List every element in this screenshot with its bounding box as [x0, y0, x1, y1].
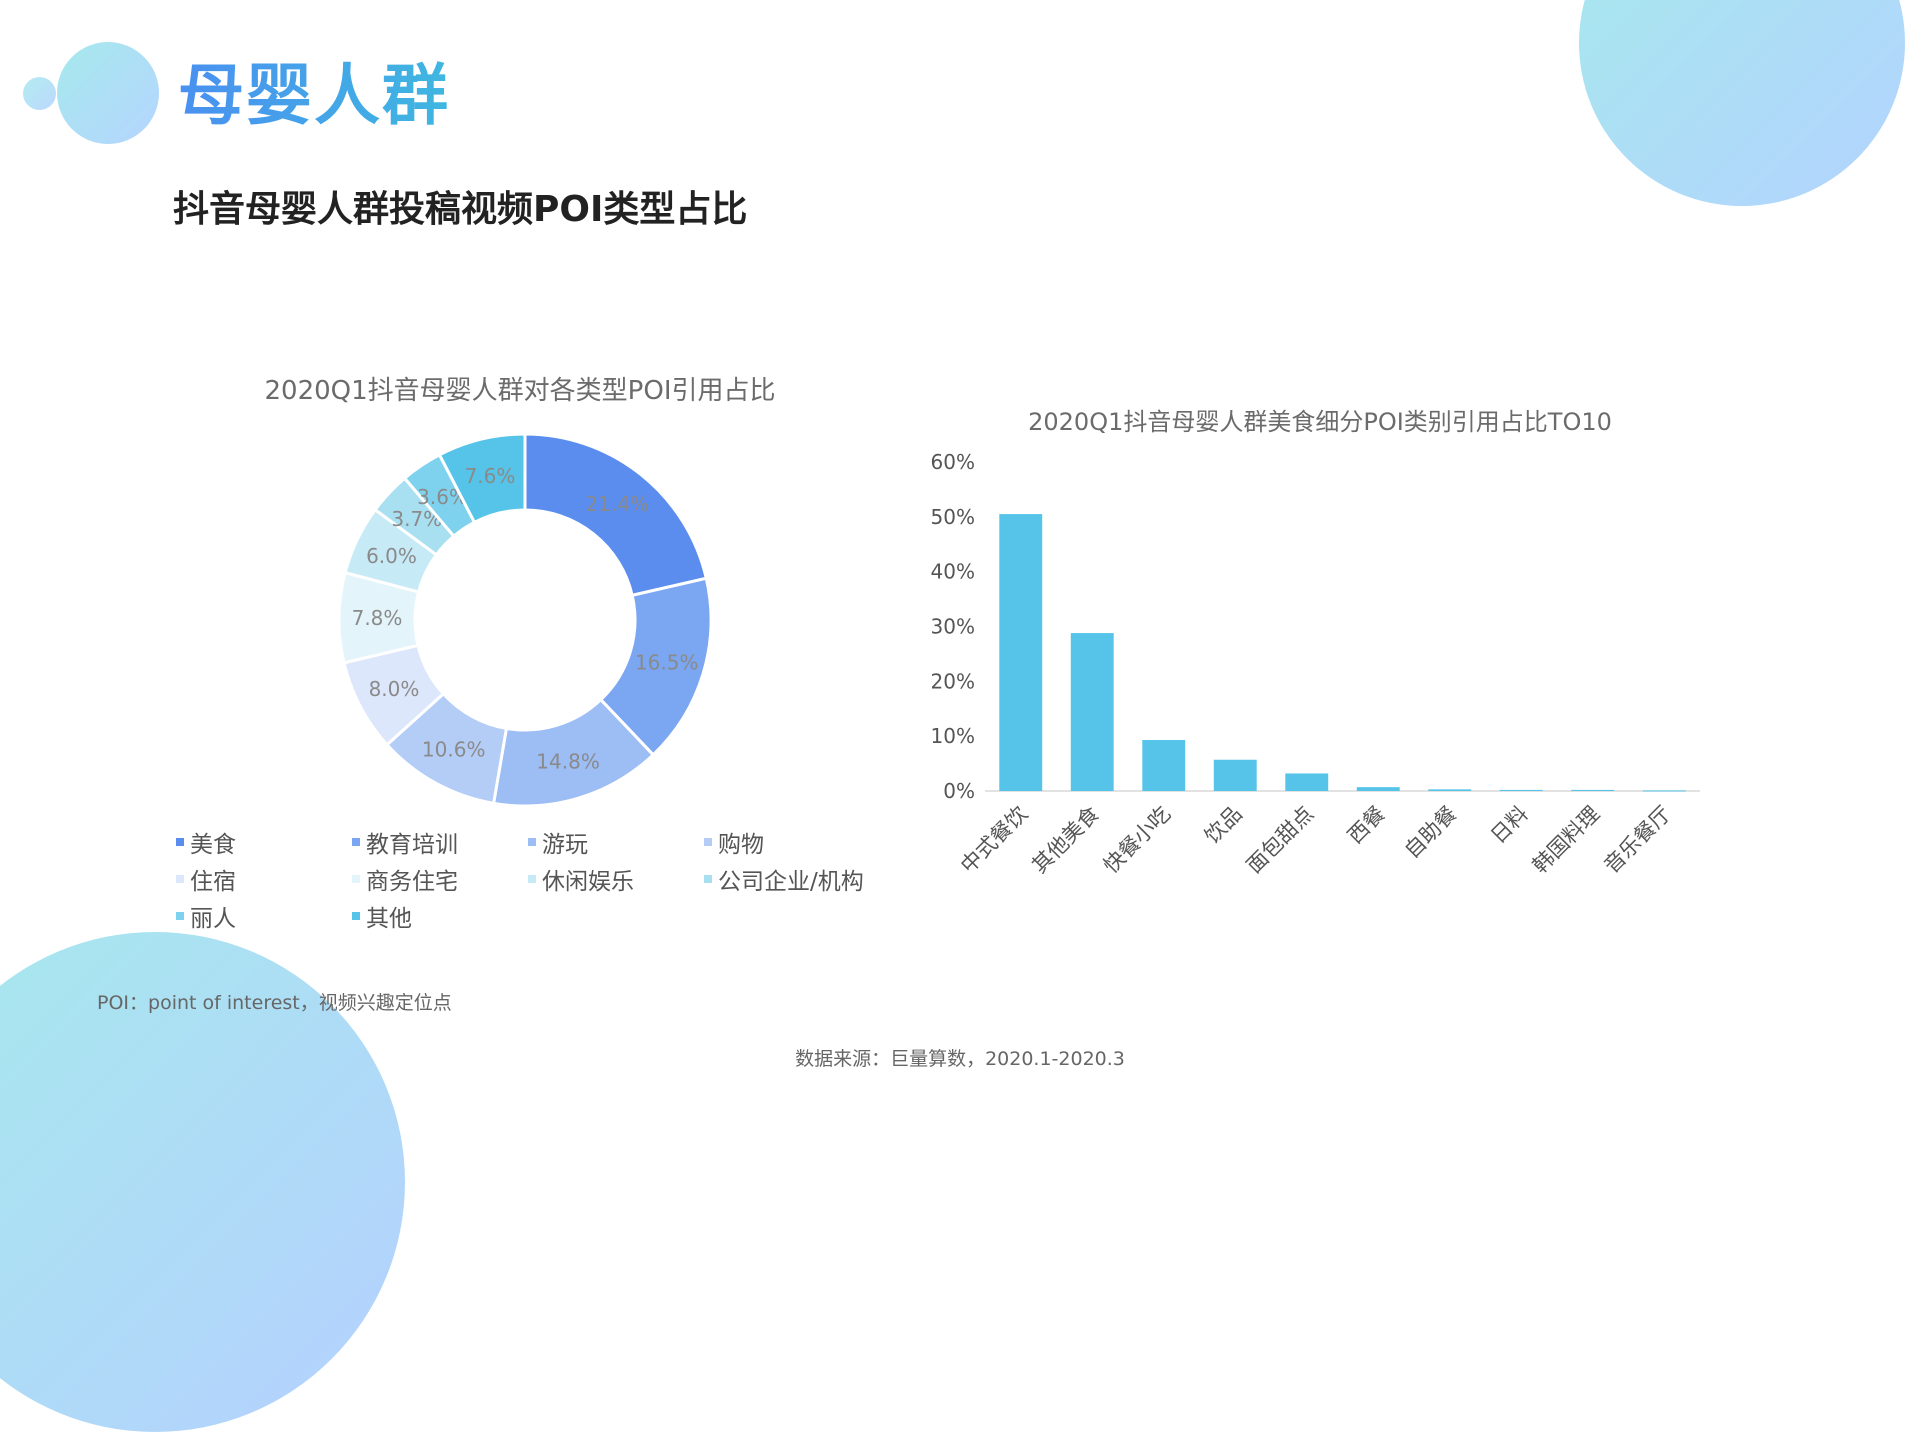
bar [1070, 633, 1114, 791]
donut-slice-label: 7.8% [352, 606, 403, 630]
bar-chart-title: 2020Q1抖音母婴人群美食细分POI类别引用占比TO10 [1028, 408, 1612, 436]
legend-item: 休闲娱乐 [528, 865, 704, 895]
legend-item: 购物 [704, 828, 884, 858]
legend-label: 其他 [366, 906, 412, 932]
y-tick-label: 10% [931, 724, 975, 748]
x-tick-label: 中式餐饮 [956, 802, 1032, 878]
legend-label: 美食 [190, 832, 236, 858]
legend-swatch [176, 875, 184, 883]
bar [1428, 789, 1472, 791]
y-tick-label: 20% [931, 669, 975, 693]
donut-slice [523, 432, 709, 598]
decorative-circle-title [57, 42, 159, 144]
legend-swatch [704, 875, 712, 883]
legend-label: 住宿 [190, 869, 236, 895]
legend-item: 美食 [176, 828, 352, 858]
donut-slice-label: 16.5% [635, 651, 699, 675]
x-tick-label: 自助餐 [1400, 802, 1462, 864]
legend-item: 商务住宅 [352, 865, 528, 895]
bar [1571, 789, 1615, 791]
donut-chart-title: 2020Q1抖音母婴人群对各类型POI引用占比 [264, 376, 776, 406]
donut-slice-label: 14.8% [536, 750, 600, 774]
legend-swatch [352, 838, 360, 846]
legend-item: 丽人 [176, 902, 352, 932]
bar [999, 514, 1043, 791]
x-tick-label: 韩国料理 [1528, 802, 1604, 878]
decorative-dot-title [23, 77, 56, 110]
bar [1142, 740, 1186, 791]
donut-slice-label: 7.6% [465, 464, 516, 488]
legend-label: 休闲娱乐 [542, 869, 634, 895]
y-tick-label: 30% [931, 615, 975, 639]
legend-item: 游玩 [528, 828, 704, 858]
section-title: 抖音母婴人群投稿视频POI类型占比 [173, 189, 748, 230]
y-tick-label: 50% [931, 505, 975, 529]
donut-chart: 21.4%16.5%14.8%10.6%8.0%7.8%6.0%3.7%3.6%… [337, 432, 713, 808]
legend-swatch [176, 912, 184, 920]
y-tick-label: 0% [943, 779, 975, 803]
donut-slice-label: 21.4% [585, 492, 649, 516]
legend-label: 公司企业/机构 [718, 869, 864, 895]
page-title: 母婴人群 [178, 57, 450, 134]
decorative-circle-top-right [1579, 0, 1905, 206]
donut-slice [437, 432, 527, 525]
x-tick-label: 快餐小吃 [1099, 802, 1175, 878]
legend-label: 游玩 [542, 832, 588, 858]
data-source: 数据来源：巨量算数，2020.1-2020.3 [795, 1048, 1125, 1070]
y-tick-label: 40% [931, 560, 975, 584]
bar [1642, 790, 1686, 792]
donut-legend: 美食 教育培训 游玩 购物住宿 商务住宅 休闲娱乐 公司企业/机构丽人 其他 [176, 828, 896, 932]
x-tick-label: 其他美食 [1027, 802, 1103, 878]
legend-item: 公司企业/机构 [704, 865, 884, 895]
bar [1499, 789, 1543, 791]
legend-swatch [528, 875, 536, 883]
donut-slice-label: 10.6% [422, 738, 486, 762]
legend-label: 购物 [718, 832, 764, 858]
legend-item: 其他 [352, 902, 528, 932]
legend-swatch [352, 912, 360, 920]
legend-swatch [528, 838, 536, 846]
legend-swatch [176, 838, 184, 846]
x-tick-label: 面包甜点 [1242, 802, 1318, 878]
legend-swatch [352, 875, 360, 883]
legend-label: 教育培训 [366, 832, 458, 858]
x-tick-label: 日料 [1486, 802, 1533, 849]
bar [1213, 759, 1257, 791]
x-tick-label: 音乐餐厅 [1599, 802, 1675, 878]
legend-label: 丽人 [190, 906, 236, 932]
legend-item: 教育培训 [352, 828, 528, 858]
legend-swatch [704, 838, 712, 846]
legend-item: 住宿 [176, 865, 352, 895]
y-tick-label: 60% [931, 450, 975, 474]
donut-slice-label: 8.0% [369, 677, 420, 701]
legend-label: 商务住宅 [366, 869, 458, 895]
x-tick-label: 西餐 [1343, 802, 1390, 849]
bar [1356, 787, 1400, 791]
x-tick-label: 饮品 [1200, 802, 1247, 849]
bar [1285, 773, 1329, 791]
donut-slice-label: 6.0% [366, 544, 417, 568]
footnote: POI：point of interest，视频兴趣定位点 [97, 992, 452, 1014]
